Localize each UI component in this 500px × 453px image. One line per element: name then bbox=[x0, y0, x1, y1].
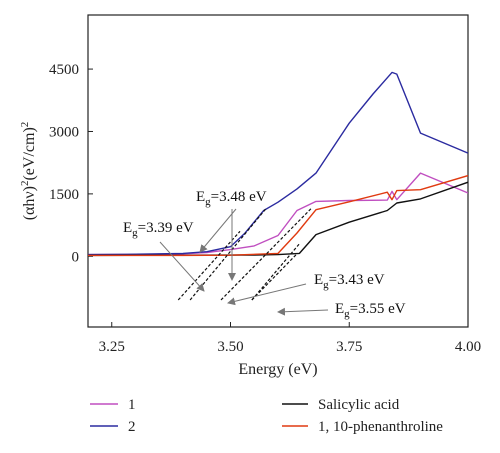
x-tick-label: 3.75 bbox=[336, 339, 362, 355]
tangent-lines bbox=[177, 208, 312, 301]
legend-item-phenanthroline: 1, 10-phenanthroline bbox=[282, 419, 443, 435]
y-tick-label: 4500 bbox=[49, 62, 79, 78]
series-2-line bbox=[88, 71, 468, 256]
legend-label-salicylic-acid: Salicylic acid bbox=[318, 397, 400, 413]
annotation-arrows bbox=[159, 208, 329, 316]
tangent-line bbox=[251, 243, 300, 301]
x-tick-label: 4.00 bbox=[455, 339, 481, 355]
annotation-arrow bbox=[199, 208, 237, 253]
tangent-line bbox=[177, 230, 241, 301]
tangent-line bbox=[220, 208, 312, 301]
plot-frame bbox=[87, 14, 469, 328]
legend: 1 2 Salicylic acid 1, 10-phenanthroline bbox=[90, 397, 443, 435]
annotation-eg-339: Eg=3.39 eV bbox=[123, 220, 194, 239]
annotation-arrow bbox=[277, 307, 329, 316]
annotation-eg-355: Eg=3.55 eV bbox=[335, 301, 406, 320]
annotation-arrow bbox=[159, 241, 205, 292]
legend-label-2: 2 bbox=[128, 419, 136, 435]
y-tick-label: 3000 bbox=[49, 124, 79, 140]
x-tick-label: 3.25 bbox=[99, 339, 125, 355]
annotation-eg-348: Eg=3.48 eV bbox=[196, 189, 267, 208]
series-group bbox=[88, 71, 468, 257]
y-axis-title: (αhν)2(eV/cm)2 bbox=[19, 122, 38, 221]
annotation-eg-343: Eg=3.43 eV bbox=[314, 272, 385, 291]
legend-item-2: 2 bbox=[90, 419, 136, 435]
axis-ticks: 3.25 3.50 3.75 4.00 0 1500 3000 4500 bbox=[49, 62, 481, 355]
series-phenanthroline-line bbox=[88, 174, 468, 257]
y-tick-label: 0 bbox=[72, 249, 80, 265]
legend-item-1: 1 bbox=[90, 397, 136, 413]
legend-label-1: 1 bbox=[128, 397, 136, 413]
tangent-line bbox=[251, 253, 298, 301]
x-tick-label: 3.50 bbox=[217, 339, 243, 355]
series-salicylic-acid-line bbox=[88, 181, 468, 257]
annotation-arrow bbox=[227, 283, 307, 306]
x-axis-title: Energy (eV) bbox=[238, 361, 317, 378]
legend-item-salicylic-acid: Salicylic acid bbox=[282, 397, 400, 413]
legend-label-phenanthroline: 1, 10-phenanthroline bbox=[318, 419, 443, 435]
y-tick-label: 1500 bbox=[49, 187, 79, 203]
